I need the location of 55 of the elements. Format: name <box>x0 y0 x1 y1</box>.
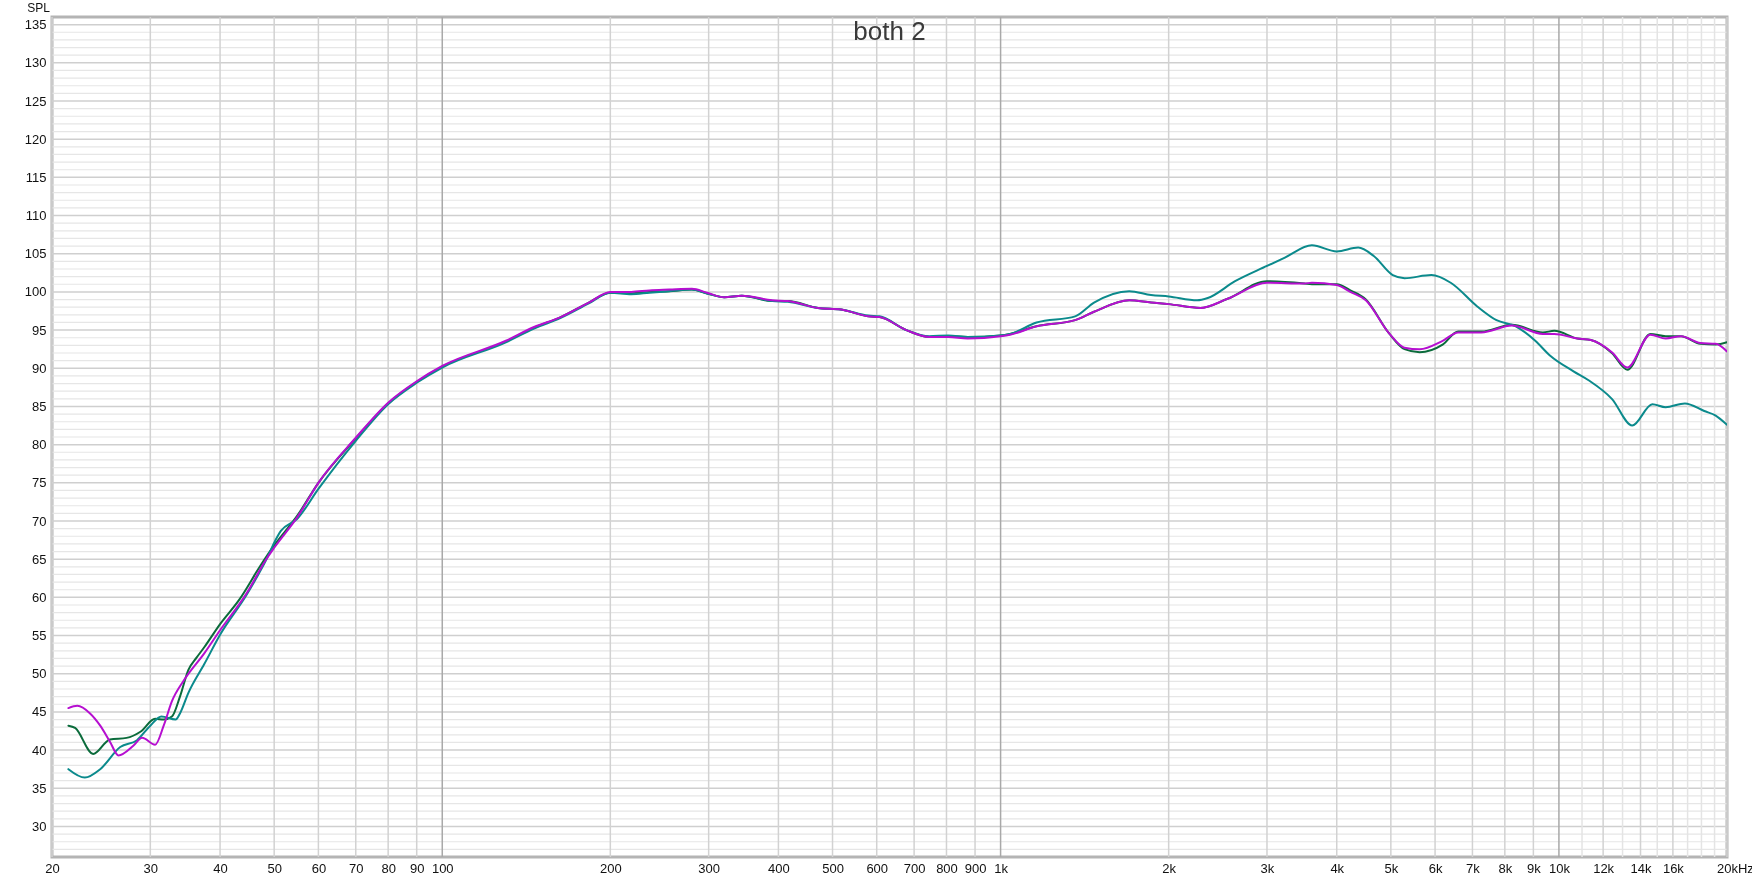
y-tick-label: 85 <box>32 398 47 414</box>
y-tick-label: 65 <box>32 551 47 567</box>
x-tick-label: 12k <box>1593 860 1615 876</box>
x-tick-label: 300 <box>698 860 720 876</box>
x-tick-label: 700 <box>903 860 926 876</box>
x-tick-label: 5k <box>1384 860 1399 876</box>
x-tick-label: 90 <box>409 860 425 876</box>
y-tick-label: 75 <box>32 475 47 491</box>
x-tick-label: 600 <box>866 860 889 876</box>
y-tick-label: 30 <box>32 818 47 834</box>
x-tick-label: 4k <box>1330 860 1345 876</box>
y-tick-label: 115 <box>25 169 47 185</box>
x-tick-label: 20k <box>1717 860 1739 876</box>
y-tick-label: 60 <box>32 589 47 605</box>
x-tick-label: 10k <box>1548 860 1571 876</box>
x-tick-label: 6k <box>1428 860 1443 876</box>
y-tick-label: 90 <box>32 360 47 376</box>
x-tick-label: 30 <box>143 860 159 876</box>
x-tick-label: 8k <box>1498 860 1513 876</box>
x-tick-label: 400 <box>768 860 790 876</box>
y-tick-label: 120 <box>24 131 47 147</box>
x-tick-label: 900 <box>964 860 987 876</box>
x-tick-label: 2k <box>1162 860 1177 876</box>
x-tick-label: 500 <box>822 860 844 876</box>
chart-title: both 2 <box>853 16 926 46</box>
x-tick-label: 200 <box>599 860 622 876</box>
x-tick-label: 40 <box>213 860 228 876</box>
y-tick-label: 95 <box>32 322 47 338</box>
y-tick-label: 105 <box>24 246 47 262</box>
y-tick-label: 135 <box>24 17 47 33</box>
y-tick-label: 100 <box>24 284 47 300</box>
y-tick-label: 45 <box>32 704 47 720</box>
x-tick-label: 50 <box>267 860 282 876</box>
x-tick-label: 800 <box>936 860 958 876</box>
y-tick-label: 50 <box>32 666 47 682</box>
x-tick-label: 20 <box>45 860 60 876</box>
x-tick-label: 7k <box>1466 860 1481 876</box>
x-tick-label: 9k <box>1527 860 1542 876</box>
x-tick-label: 16k <box>1662 860 1685 876</box>
x-tick-label: 14k <box>1630 860 1652 876</box>
x-tick-label: 80 <box>381 860 396 876</box>
x-tick-label: 70 <box>349 860 364 876</box>
y-tick-label: 80 <box>32 437 47 453</box>
x-tick-label: 1k <box>994 860 1009 876</box>
y-tick-label: 55 <box>32 628 47 644</box>
x-tick-label: 3k <box>1260 860 1275 876</box>
x-tick-label: 100 <box>431 860 454 876</box>
y-tick-label: 110 <box>25 208 47 224</box>
y-tick-label: 130 <box>24 55 47 71</box>
x-tick-label: 60 <box>311 860 327 876</box>
y-tick-label: 70 <box>32 513 47 529</box>
y-axis-title: SPL <box>27 0 51 15</box>
y-tick-label: 35 <box>32 780 47 796</box>
y-tick-label: 40 <box>32 742 47 758</box>
y-tick-label: 125 <box>24 93 47 109</box>
